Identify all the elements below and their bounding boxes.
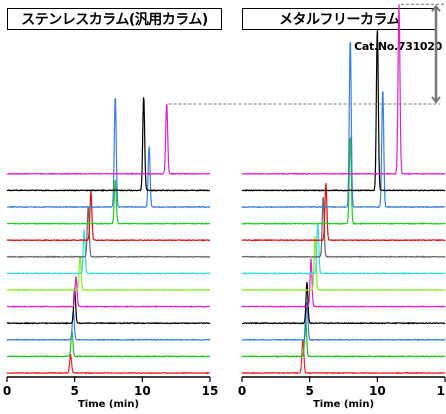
trace-left-13 — [6, 103, 211, 176]
trace-right-8 — [241, 196, 446, 259]
trace-right-1 — [241, 339, 446, 375]
trace-left-9 — [6, 190, 211, 242]
x-tick-label-left-15: 15 — [202, 384, 219, 398]
trace-left-10 — [6, 179, 211, 226]
trace-right-9 — [241, 182, 446, 242]
trace-left-11 — [6, 97, 211, 209]
trace-left-12 — [6, 97, 211, 192]
trace-left-8 — [6, 205, 211, 259]
x-tick-label-left-5: 5 — [70, 384, 78, 398]
trace-left-5 — [6, 276, 211, 309]
trace-left-7 — [7, 229, 211, 275]
trace-right-12 — [241, 29, 446, 192]
trace-right-13 — [241, 4, 446, 176]
x-axis-label-left: Time (min) — [78, 399, 139, 410]
trace-left-6 — [6, 256, 211, 292]
trace-right-10 — [241, 136, 446, 225]
x-tick-label-right-15: 15 — [437, 384, 446, 398]
x-tick-label-right-10: 10 — [369, 384, 386, 398]
x-tick-label-left-10: 10 — [134, 384, 151, 398]
panel-right-title: メタルフリーカラム — [242, 8, 437, 30]
trace-right-5 — [241, 258, 446, 308]
x-axis-label-right: Time (min) — [313, 399, 374, 410]
trace-right-7 — [241, 221, 446, 275]
x-tick-label-right-5: 5 — [305, 384, 313, 398]
peak-height-difference-arrow — [431, 4, 441, 104]
panel-left-title: ステンレスカラム(汎用カラム) — [7, 8, 222, 30]
trace-right-11 — [241, 41, 446, 209]
trace-right-2 — [241, 317, 446, 358]
x-tick-label-left-0: 0 — [3, 384, 11, 398]
trace-right-4 — [241, 281, 446, 325]
trace-left-3 — [6, 308, 211, 342]
trace-right-3 — [241, 302, 446, 342]
trace-left-1 — [6, 353, 211, 375]
trace-right-6 — [241, 235, 446, 292]
x-tick-label-right-0: 0 — [238, 384, 246, 398]
trace-left-2 — [6, 330, 211, 358]
trace-left-4 — [6, 287, 211, 325]
